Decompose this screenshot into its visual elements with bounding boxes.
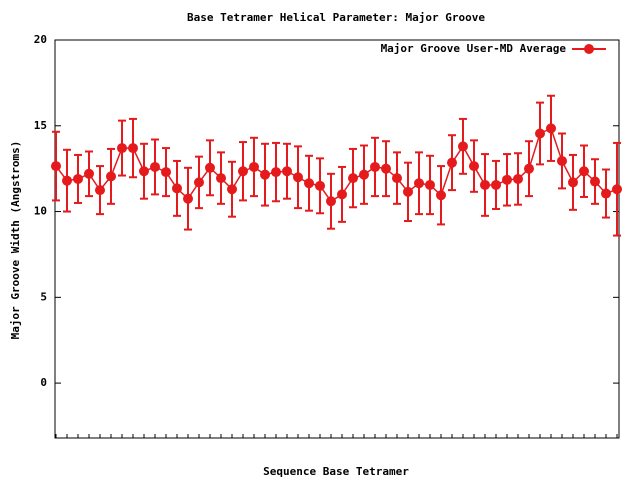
y-tick-label: 0 [40, 376, 47, 389]
series-line [55, 127, 618, 203]
data-point [172, 183, 182, 194]
x-axis-label: Sequence Base Tetramer [263, 465, 409, 478]
data-point [502, 174, 512, 185]
data-point [326, 196, 336, 207]
y-tick-label: 5 [40, 290, 47, 303]
data-point [271, 167, 281, 178]
data-point [546, 123, 556, 134]
data-point [95, 185, 105, 196]
data-point [128, 143, 138, 154]
data-point [425, 179, 435, 190]
data-point [579, 166, 589, 177]
data-point [447, 157, 457, 168]
data-point [73, 173, 83, 184]
data-point [304, 178, 314, 189]
data-point [161, 167, 171, 178]
data-point [238, 166, 248, 177]
data-point [216, 173, 226, 184]
data-point [139, 166, 149, 177]
data-point [315, 180, 325, 191]
data-point [84, 168, 94, 179]
data-point [150, 161, 160, 172]
data-point [62, 175, 72, 186]
data-point [513, 173, 523, 184]
y-axis-label: Major Groove Width (Angstroms) [9, 141, 22, 340]
data-point [183, 193, 193, 204]
data-point [524, 163, 534, 174]
data-point [293, 172, 303, 183]
data-point [491, 179, 501, 190]
data-point [568, 177, 578, 188]
data-point [458, 141, 468, 152]
data-point [205, 162, 215, 173]
data-point [117, 143, 127, 154]
data-point [414, 178, 424, 189]
data-point [469, 161, 479, 172]
data-point [403, 186, 413, 197]
data-point [381, 163, 391, 174]
legend-label: Major Groove User-MD Average [381, 42, 567, 55]
data-point [227, 184, 237, 195]
chart-title: Base Tetramer Helical Parameter: Major G… [187, 11, 485, 24]
data-point [535, 128, 545, 139]
data-point [359, 169, 369, 180]
data-point [480, 179, 490, 190]
data-point [348, 173, 358, 184]
y-tick-label: 10 [34, 205, 47, 218]
data-point [260, 169, 270, 180]
data-point [51, 161, 61, 172]
data-point [337, 189, 347, 200]
data-point [249, 161, 259, 172]
data-point [590, 176, 600, 187]
data-point [370, 161, 380, 172]
data-point [282, 166, 292, 177]
data-point [436, 190, 446, 201]
legend-marker [584, 44, 594, 54]
y-tick-label: 20 [34, 33, 47, 46]
y-tick-label: 15 [34, 119, 47, 132]
data-point [392, 173, 402, 184]
data-point [557, 155, 567, 166]
data-point [194, 177, 204, 188]
data-point [612, 184, 622, 195]
data-point [106, 171, 116, 182]
data-point [601, 188, 611, 199]
plot-frame [54, 39, 620, 439]
